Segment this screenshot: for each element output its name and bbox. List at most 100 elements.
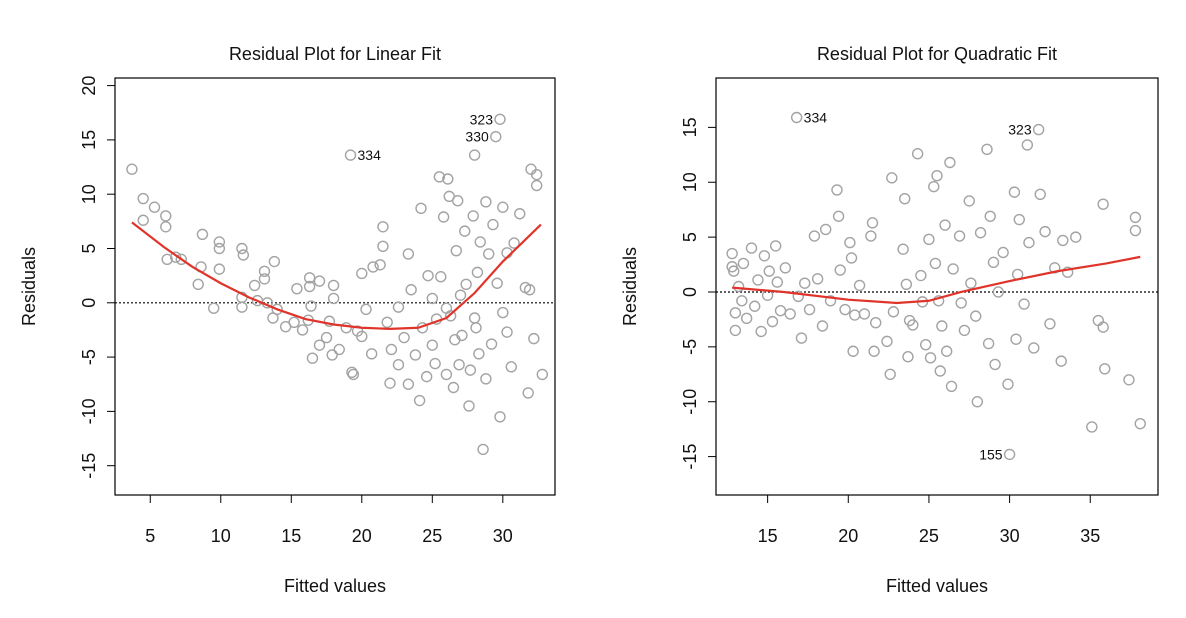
point: [494, 411, 506, 423]
point: [771, 276, 783, 288]
x-tick-label: 15: [281, 526, 301, 546]
point: [799, 277, 811, 289]
point: [1129, 211, 1142, 224]
point: [752, 274, 764, 286]
point: [258, 273, 271, 285]
point: [1034, 188, 1046, 201]
point: [313, 275, 326, 287]
point: [327, 292, 340, 305]
point: [360, 303, 372, 316]
point: [320, 331, 333, 344]
y-tick-label: -10: [680, 389, 700, 415]
point: [490, 130, 502, 143]
point: [769, 240, 782, 252]
point: [865, 230, 877, 242]
point: [1010, 333, 1022, 345]
point: [929, 257, 942, 270]
point: [137, 192, 149, 205]
x-tick-label: 5: [145, 526, 155, 546]
point: [485, 338, 498, 350]
fit-line: [131, 221, 542, 330]
point: [868, 345, 880, 357]
y-tick-label: 0: [680, 287, 700, 297]
point: [463, 400, 475, 412]
chart-title: Residual Plot for Linear Fit: [229, 44, 441, 64]
x-tick-label: 35: [1080, 526, 1100, 546]
point: [480, 196, 492, 208]
point: [819, 223, 832, 236]
point: [1099, 363, 1111, 375]
point: [795, 332, 808, 344]
point: [737, 257, 750, 270]
point: [514, 208, 526, 220]
point: [845, 252, 858, 264]
y-tick-label: -15: [79, 453, 99, 479]
point: [944, 156, 956, 169]
chart-title: Residual Plot for Quadratic Fit: [817, 44, 1057, 64]
y-tick-label: -5: [680, 339, 700, 355]
point: [137, 214, 149, 226]
point: [440, 368, 453, 381]
point: [900, 278, 913, 291]
x-tick-label: 10: [211, 526, 231, 546]
point: [870, 317, 882, 329]
point: [1018, 298, 1030, 310]
point: [377, 221, 389, 233]
x-tick-label: 30: [1000, 526, 1020, 546]
point: [839, 303, 851, 316]
point: [984, 210, 996, 222]
point: [936, 320, 948, 332]
point: [844, 236, 856, 249]
point: [902, 351, 914, 363]
point: [811, 273, 824, 285]
point: [1032, 123, 1045, 136]
point: [934, 365, 946, 377]
point: [213, 263, 226, 275]
point: [456, 329, 468, 342]
point: [745, 242, 758, 254]
point: [459, 225, 471, 237]
point: [834, 264, 846, 276]
point: [831, 184, 843, 196]
point: [858, 308, 871, 320]
point: [365, 348, 378, 360]
point: [271, 303, 283, 316]
point: [915, 269, 927, 282]
point: [367, 261, 379, 273]
point: [160, 210, 172, 222]
point: [958, 324, 971, 337]
point: [982, 337, 995, 350]
point: [497, 201, 509, 213]
point: [1021, 139, 1034, 151]
point: [392, 358, 405, 371]
point: [974, 227, 987, 239]
point: [1129, 224, 1142, 237]
point: [384, 377, 396, 389]
y-tick-label: 5: [680, 232, 700, 242]
point: [392, 301, 405, 313]
x-tick-label: 20: [838, 526, 858, 546]
point: [784, 308, 796, 320]
point: [832, 210, 845, 222]
point: [530, 179, 543, 192]
point: [816, 320, 829, 332]
point: [402, 248, 415, 260]
point: [970, 310, 982, 322]
point: [1003, 448, 1016, 461]
point: [258, 265, 271, 277]
point: [530, 168, 543, 181]
point: [468, 149, 481, 161]
point: [907, 319, 919, 331]
plot-frame: [114, 77, 556, 496]
point: [924, 352, 937, 364]
point: [763, 265, 775, 277]
point: [344, 149, 357, 161]
point: [729, 324, 742, 337]
point: [790, 111, 803, 124]
point: [1134, 417, 1146, 430]
point: [467, 210, 479, 222]
point: [160, 221, 172, 233]
y-tick-label: 15: [79, 130, 99, 150]
point: [947, 263, 959, 275]
point: [928, 180, 940, 193]
